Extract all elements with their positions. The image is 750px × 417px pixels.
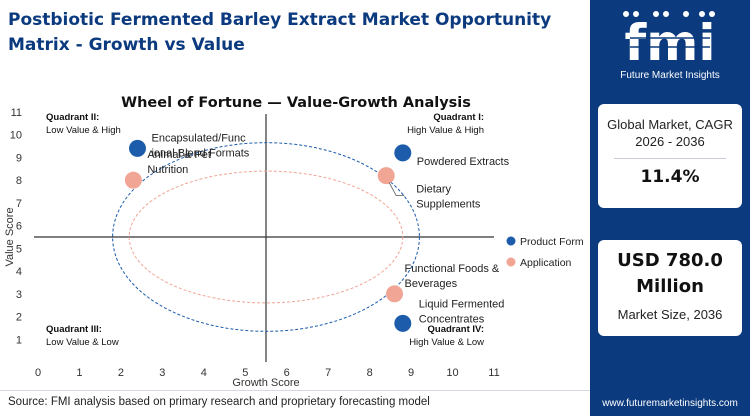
website-link[interactable]: www.futuremarketinsights.com	[602, 398, 738, 409]
point-label: Concentrates	[419, 313, 485, 325]
quadrant-title: Quadrant III:	[46, 324, 102, 335]
point-label: Supplements	[416, 199, 481, 211]
quadrant-subtitle: Low Value & Low	[46, 337, 119, 348]
quadrant-subtitle: Low Value & High	[46, 125, 121, 136]
opportunity-matrix-chart: Wheel of Fortune — Value-Growth Analysis…	[4, 95, 584, 389]
x-tick-label: 9	[408, 367, 414, 379]
x-tick-label: 8	[367, 367, 373, 379]
x-tick-label: 2	[118, 367, 124, 379]
x-tick-label: 5	[242, 367, 248, 379]
chart-title: Wheel of Fortune — Value-Growth Analysis	[121, 95, 471, 111]
market-size-label: Market Size, 2036	[617, 307, 723, 322]
cagr-label: Global Market, CAGR 2026 - 2036	[607, 117, 733, 149]
point-label: Liquid Fermented	[419, 298, 505, 310]
product-form-point	[394, 144, 412, 162]
legend-marker	[506, 236, 516, 246]
x-tick-label: 10	[446, 367, 458, 379]
point-label: Animal & Pet	[147, 149, 211, 161]
y-tick-label: 4	[16, 266, 22, 278]
x-tick-label: 11	[488, 367, 499, 379]
cagr-value: 11.4%	[640, 167, 700, 187]
logo-text: fmi	[625, 14, 716, 72]
y-tick-label: 2	[16, 312, 22, 324]
y-tick-label: 5	[16, 243, 22, 255]
x-tick-label: 1	[76, 367, 82, 379]
logo-icon: fmi Future Market Insights	[620, 11, 720, 81]
footer: Source: FMI analysis based on primary re…	[0, 390, 590, 417]
legend-label: Application	[520, 257, 572, 269]
market-size-value: USD 780.0 Million	[617, 250, 723, 297]
application-point	[386, 285, 404, 303]
sidebar: fmi Future Market Insights Global Market…	[590, 0, 750, 416]
label-leader-line	[388, 182, 405, 197]
point-label: Beverages	[405, 278, 458, 290]
cagr-card: Global Market, CAGR 2026 - 2036 11.4%	[598, 104, 742, 208]
y-axis-title: Value Score	[4, 207, 16, 266]
application-point	[124, 171, 142, 189]
x-tick-label: 6	[284, 367, 290, 379]
y-tick-label: 10	[10, 130, 22, 142]
point-label: ional Blend Formats	[151, 147, 249, 159]
x-tick-label: 0	[35, 367, 41, 379]
y-tick-label: 6	[16, 221, 22, 233]
x-axis-title: Growth Score	[232, 377, 299, 389]
legend-label: Product Form	[520, 236, 584, 248]
y-tick-label: 1	[16, 334, 22, 346]
x-tick-label: 4	[201, 367, 207, 379]
logo-subtitle: Future Market Insights	[620, 70, 719, 81]
quadrant-title: Quadrant IV:	[428, 324, 484, 335]
x-tick-label: 7	[325, 367, 331, 379]
y-tick-label: 7	[16, 198, 22, 210]
source-note: Source: FMI analysis based on primary re…	[8, 396, 430, 408]
point-label: Nutrition	[147, 164, 188, 176]
y-tick-label: 3	[16, 289, 22, 301]
application-ellipse	[128, 170, 404, 304]
quadrant-subtitle: High Value & High	[407, 125, 484, 136]
card-divider	[614, 158, 726, 159]
x-tick-label: 3	[159, 367, 165, 379]
page-title: Postbiotic Fermented Barley Extract Mark…	[8, 10, 552, 55]
fmi-logo: fmi Future Market Insights	[590, 0, 750, 92]
market-size-card: USD 780.0 Million Market Size, 2036	[598, 240, 742, 336]
y-tick-label: 8	[16, 175, 22, 187]
application-point	[377, 167, 395, 185]
chart-container: Wheel of Fortune — Value-Growth Analysis…	[0, 86, 590, 396]
quadrant-title: Quadrant I:	[433, 112, 484, 123]
legend-marker	[506, 257, 516, 267]
quadrant-subtitle: High Value & Low	[409, 337, 484, 348]
point-label: Encapsulated/Func	[151, 132, 246, 144]
y-tick-label: 11	[11, 107, 22, 119]
product-form-point	[128, 139, 146, 157]
point-label: Powdered Extracts	[417, 156, 510, 168]
product-form-point	[394, 314, 412, 332]
product-form-ellipse	[112, 142, 420, 332]
point-label: Dietary	[416, 184, 451, 196]
quadrant-title: Quadrant II:	[46, 112, 99, 123]
point-label: Functional Foods &	[405, 263, 500, 275]
y-tick-label: 9	[16, 152, 22, 164]
